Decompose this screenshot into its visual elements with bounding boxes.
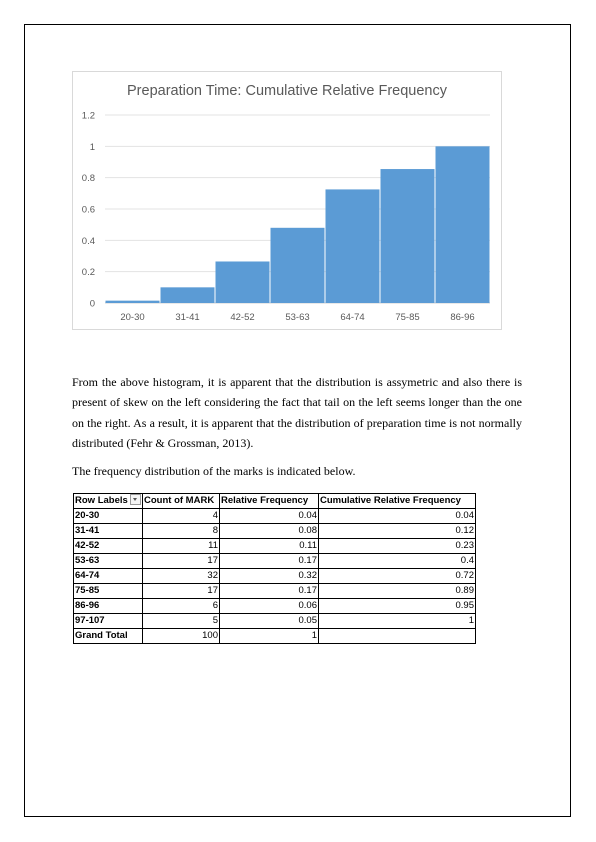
row-label-cell: 97-107	[73, 613, 143, 629]
count-cell: 6	[142, 598, 220, 614]
y-tick-label: 0.6	[82, 205, 95, 216]
table-row: 97-107 5 0.05 1	[73, 613, 476, 629]
row-label-cell: 75-85	[73, 583, 143, 599]
x-tick-label: 20-30	[120, 312, 144, 323]
chart-plot: 0 0.2 0.4 0.6 0.8 1 1.2 20-30 31-41 42-52 53-63 64-…	[82, 111, 490, 323]
bar-64-74	[325, 189, 380, 303]
y-tick-label: 0.4	[82, 236, 95, 247]
header-row-labels-text: Row Labels	[75, 495, 128, 506]
filter-dropdown-icon[interactable]	[129, 493, 141, 505]
header-row-labels: Row Labels	[73, 493, 143, 509]
x-tick-label: 86-96	[450, 312, 474, 323]
table-header-row: Row Labels Count of MARK Relative Freque…	[73, 493, 476, 509]
row-label-cell: 86-96	[73, 598, 143, 614]
row-label-cell: 20-30	[73, 508, 143, 524]
count-cell: 17	[142, 583, 220, 599]
relative-frequency-cell: 0.11	[219, 538, 319, 554]
table-row: 64-74 32 0.32 0.72	[73, 568, 476, 584]
cumulative-frequency-cell: 0.95	[318, 598, 476, 614]
x-tick-label: 42-52	[230, 312, 254, 323]
table-row: 53-63 17 0.17 0.4	[73, 553, 476, 569]
relative-frequency-cell: 0.06	[219, 598, 319, 614]
bar-53-63	[270, 227, 325, 303]
relative-frequency-cell: 0.05	[219, 613, 319, 629]
page-border	[24, 24, 571, 817]
cumulative-frequency-cell	[318, 628, 476, 644]
count-cell: 32	[142, 568, 220, 584]
table-row: 75-85 17 0.17 0.89	[73, 583, 476, 599]
row-label-cell: 31-41	[73, 523, 143, 539]
table-intro-paragraph: The frequency distribution of the marks …	[72, 464, 356, 478]
header-relative-frequency: Relative Frequency	[219, 493, 319, 509]
y-tick-label: 1.2	[82, 111, 95, 122]
y-tick-label: 0.8	[82, 173, 95, 184]
count-cell: 5	[142, 613, 220, 629]
y-tick-label: 1	[90, 142, 95, 153]
relative-frequency-cell: 0.17	[219, 553, 319, 569]
count-cell: 8	[142, 523, 220, 539]
table-row: 42-52 11 0.11 0.23	[73, 538, 476, 554]
cumulative-frequency-cell: 0.89	[318, 583, 476, 599]
relative-frequency-cell: 1	[219, 628, 319, 644]
row-label-cell: 64-74	[73, 568, 143, 584]
x-tick-label: 64-74	[340, 312, 364, 323]
count-cell: 11	[142, 538, 220, 554]
count-cell: 17	[142, 553, 220, 569]
histogram-chart: Preparation Time: Cumulative Relative Fr…	[72, 71, 502, 330]
relative-frequency-cell: 0.32	[219, 568, 319, 584]
header-cumulative-frequency: Cumulative Relative Frequency	[318, 493, 476, 509]
bar-31-41	[160, 287, 215, 303]
table-row: 20-30 4 0.04 0.04	[73, 508, 476, 524]
header-count: Count of MARK	[142, 493, 220, 509]
cumulative-frequency-cell: 1	[318, 613, 476, 629]
count-cell: 100	[142, 628, 220, 644]
row-label-cell: 42-52	[73, 538, 143, 554]
x-tick-label: 75-85	[395, 312, 419, 323]
bar-86-96	[435, 146, 490, 303]
cumulative-frequency-cell: 0.12	[318, 523, 476, 539]
table-row: 86-96 6 0.06 0.95	[73, 598, 476, 614]
bar-75-85	[380, 169, 435, 303]
analysis-paragraph: From the above histogram, it is apparent…	[72, 375, 522, 450]
table-row: 31-41 8 0.08 0.12	[73, 523, 476, 539]
relative-frequency-cell: 0.17	[219, 583, 319, 599]
x-tick-label: 53-63	[285, 312, 309, 323]
count-cell: 4	[142, 508, 220, 524]
relative-frequency-cell: 0.08	[219, 523, 319, 539]
relative-frequency-cell: 0.04	[219, 508, 319, 524]
row-label-cell: Grand Total	[73, 628, 143, 644]
cumulative-frequency-cell: 0.04	[318, 508, 476, 524]
row-label-cell: 53-63	[73, 553, 143, 569]
x-tick-label: 31-41	[175, 312, 199, 323]
chart-title: Preparation Time: Cumulative Relative Fr…	[127, 83, 447, 99]
cumulative-frequency-cell: 0.72	[318, 568, 476, 584]
bar-42-52	[215, 261, 270, 303]
bar-20-30	[105, 300, 160, 303]
grand-total-row: Grand Total 100 1	[73, 628, 476, 644]
cumulative-frequency-cell: 0.23	[318, 538, 476, 554]
cumulative-frequency-cell: 0.4	[318, 553, 476, 569]
y-tick-label: 0	[90, 299, 95, 310]
frequency-table: Row Labels Count of MARK Relative Freque…	[73, 493, 476, 644]
y-tick-label: 0.2	[82, 267, 95, 278]
